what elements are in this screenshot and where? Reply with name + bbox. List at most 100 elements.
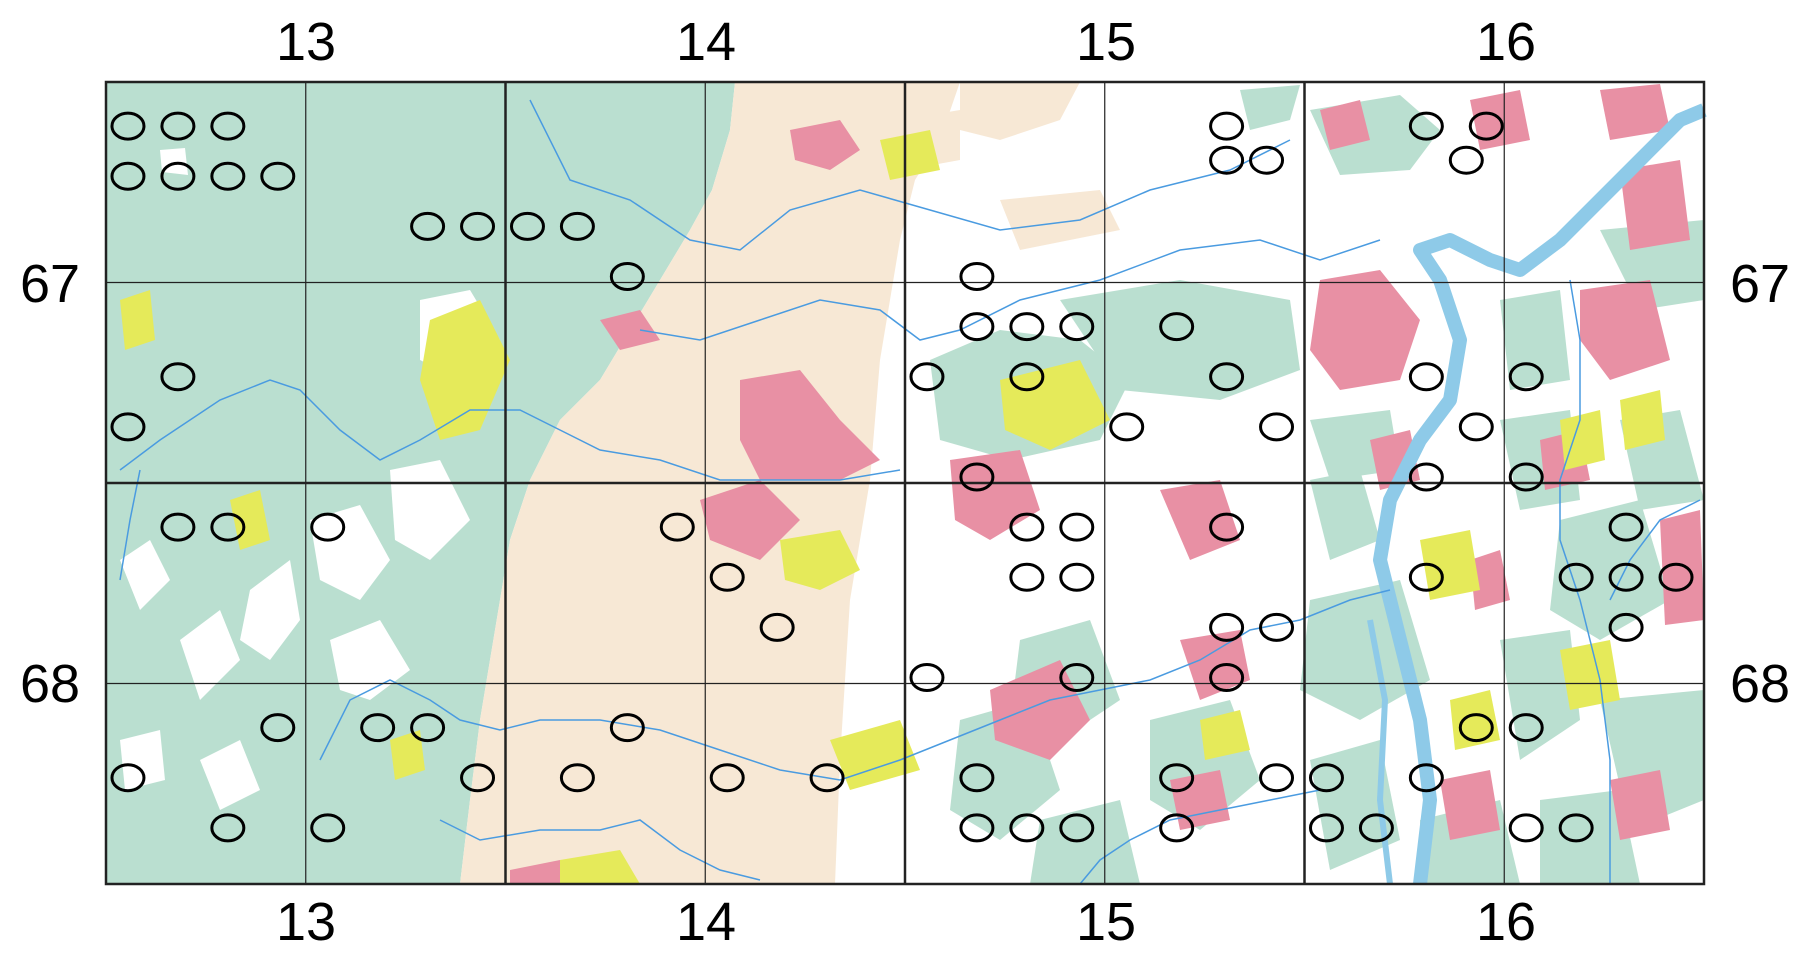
sample-marker — [609, 713, 645, 743]
sample-marker — [1209, 145, 1245, 175]
sample-marker — [659, 512, 695, 542]
sample-marker — [1408, 763, 1444, 793]
sample-marker — [210, 161, 246, 191]
sample-marker — [1009, 512, 1045, 542]
col-label-bottom-13: 13 — [276, 892, 336, 952]
sample-marker — [160, 512, 196, 542]
sample-marker — [1209, 512, 1245, 542]
sample-marker — [310, 813, 346, 843]
sample-marker — [1259, 763, 1295, 793]
sample-marker — [1259, 412, 1295, 442]
sample-marker — [809, 763, 845, 793]
sample-marker — [1448, 145, 1484, 175]
row-label-right-67: 67 — [1730, 254, 1790, 314]
sample-marker — [959, 261, 995, 291]
sample-marker — [260, 713, 296, 743]
sample-marker — [1508, 462, 1544, 492]
sample-marker — [110, 111, 146, 141]
sample-marker — [360, 713, 396, 743]
sample-marker — [1458, 713, 1494, 743]
sample-marker — [460, 763, 496, 793]
col-label-bottom-15: 15 — [1076, 892, 1136, 952]
sample-marker — [1408, 362, 1444, 392]
col-label-top-13: 13 — [276, 12, 336, 72]
sample-marker — [1059, 562, 1095, 592]
row-label-right-68: 68 — [1730, 654, 1790, 714]
sample-marker — [1249, 145, 1285, 175]
sample-marker — [160, 362, 196, 392]
grid-lines — [106, 82, 1704, 884]
river — [1367, 103, 1707, 885]
sample-marker — [110, 763, 146, 793]
sample-marker — [1608, 612, 1644, 642]
sample-marker — [1458, 412, 1494, 442]
sample-marker — [160, 111, 196, 141]
sample-marker — [1259, 612, 1295, 642]
sample-marker — [210, 111, 246, 141]
sample-marker — [959, 813, 995, 843]
axis-labels: 13 14 15 16 13 14 15 16 67 68 67 68 — [20, 12, 1790, 952]
sample-marker — [1558, 813, 1594, 843]
sample-marker — [1209, 662, 1245, 692]
sample-marker — [460, 211, 496, 241]
sample-marker — [709, 562, 745, 592]
sample-marker — [909, 662, 945, 692]
sample-marker — [1159, 813, 1195, 843]
sample-marker — [1109, 412, 1145, 442]
sample-marker — [509, 211, 545, 241]
sample-marker — [1009, 312, 1045, 342]
sample-marker — [1209, 362, 1245, 392]
sample-marker — [210, 512, 246, 542]
sample-marker — [1209, 111, 1245, 141]
sample-marker — [1508, 713, 1544, 743]
sample-marker — [1608, 512, 1644, 542]
sample-marker — [110, 412, 146, 442]
sample-marker — [260, 161, 296, 191]
sample-marker — [1508, 362, 1544, 392]
sample-marker — [110, 161, 146, 191]
sample-marker — [709, 763, 745, 793]
sample-marker — [1009, 562, 1045, 592]
sample-marker — [1408, 562, 1444, 592]
sample-marker — [1059, 312, 1095, 342]
sample-marker — [1558, 562, 1594, 592]
sample-marker — [1608, 562, 1644, 592]
meadow-areas — [120, 130, 1665, 884]
sample-marker — [1308, 813, 1344, 843]
sample-marker — [1009, 813, 1045, 843]
col-label-top-16: 16 — [1476, 12, 1536, 72]
col-label-bottom-16: 16 — [1476, 892, 1536, 952]
sample-marker — [410, 211, 446, 241]
col-label-top-14: 14 — [676, 12, 736, 72]
col-label-bottom-14: 14 — [676, 892, 736, 952]
sample-marker — [210, 813, 246, 843]
sample-marker — [959, 312, 995, 342]
sample-marker — [1468, 111, 1504, 141]
sample-marker — [1059, 662, 1095, 692]
sample-marker — [310, 512, 346, 542]
sample-marker — [160, 161, 196, 191]
sample-marker — [1159, 763, 1195, 793]
sample-marker — [1508, 813, 1544, 843]
sample-marker — [1209, 612, 1245, 642]
row-label-left-68: 68 — [20, 654, 80, 714]
sample-marker — [559, 763, 595, 793]
sample-marker — [609, 261, 645, 291]
sample-marker — [959, 763, 995, 793]
sample-marker — [1159, 312, 1195, 342]
sample-marker — [1009, 362, 1045, 392]
sample-marker — [1308, 763, 1344, 793]
row-label-left-67: 67 — [20, 254, 80, 314]
sample-marker — [1408, 111, 1444, 141]
sample-marker — [959, 462, 995, 492]
sample-marker — [559, 211, 595, 241]
map-border — [104, 80, 1706, 886]
sample-marker — [410, 713, 446, 743]
sample-marker — [1358, 813, 1394, 843]
sample-marker — [1059, 512, 1095, 542]
sample-marker — [759, 612, 795, 642]
sample-markers — [110, 111, 1694, 843]
sample-marker — [1658, 562, 1694, 592]
sample-marker — [909, 362, 945, 392]
